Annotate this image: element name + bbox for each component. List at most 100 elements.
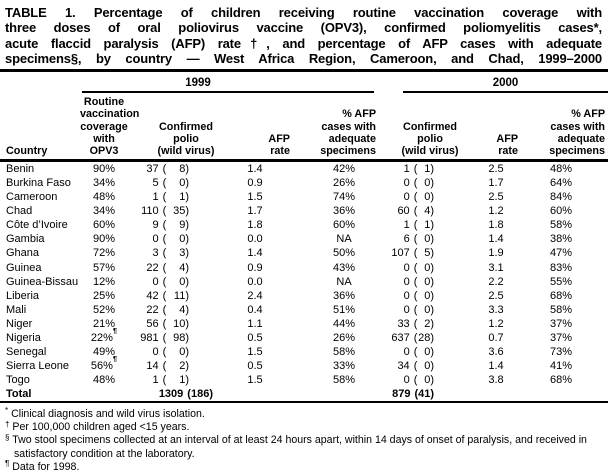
confirmed-polio-1999-cell: 11 — [128, 190, 192, 204]
confirmed-polio-2000-cell: 340 — [376, 359, 458, 373]
footnote-text: Data for 1998. — [12, 460, 80, 473]
afp-rate-1999-cell: 1.4 — [247, 163, 263, 176]
table-row: Niger 21% 5610 1.1 44% 332 1.2 37% — [0, 317, 608, 331]
opv3-coverage-cell — [80, 386, 128, 404]
footnote-ref: ¶ — [112, 326, 118, 336]
country-cell: Liberia — [6, 289, 40, 302]
adequate-specimens-1999-cell — [292, 386, 377, 404]
year-group-1999: 1999 — [80, 74, 376, 94]
adequate-specimens-2000-cell: 58% — [550, 303, 573, 316]
confirmed-polio-2000-cell: 00 — [376, 289, 458, 303]
adequate-specimens-1999-cell: 60% — [333, 219, 356, 232]
country-cell: Burkina Faso — [6, 177, 71, 190]
adequate-specimens-1999-cell: 26% — [333, 331, 356, 344]
confirmed-polio-1999-cell: 98198 — [128, 331, 192, 345]
afp-rate-1999-cell: 0.4 — [247, 303, 263, 316]
confirmed-polio-1999-cell: 11 — [128, 373, 192, 387]
year-row-spacer — [0, 74, 80, 93]
confirmed-polio-2000-cell: 00 — [376, 275, 458, 289]
opv3-coverage-cell: 90% — [92, 163, 116, 176]
opv3-coverage-cell: 90% — [92, 233, 116, 246]
footnote-text: Per 100,000 children aged <15 years. — [12, 421, 190, 434]
opv3-coverage-cell: 21% — [92, 317, 116, 330]
confirmed-polio-2000-cell: 11 — [376, 161, 458, 177]
adequate-specimens-2000-cell: 37% — [550, 317, 573, 330]
adequate-specimens-1999-cell: NA — [336, 275, 352, 288]
adequate-specimens-2000-cell: 47% — [550, 247, 573, 260]
afp-rate-1999-cell: 0.9 — [247, 177, 263, 190]
vaccination-coverage-table: 1999 2000 Country Routine vaccination co… — [0, 74, 608, 404]
adequate-specimens-1999-cell: 26% — [333, 177, 356, 190]
opv3-coverage-cell: 34% — [92, 205, 116, 218]
footnote-text: Clinical diagnosis and wild virus isolat… — [11, 408, 205, 420]
afp-rate-1999-cell: 1.4 — [247, 247, 263, 260]
afp-rate-2000-cell: 1.4 — [488, 359, 504, 372]
adequate-specimens-2000-cell: 84% — [550, 191, 573, 204]
table-row: Ghana 72% 33 1.4 50% 1075 1.9 47% — [0, 246, 608, 260]
adequate-specimens-2000-cell: 58% — [550, 219, 573, 232]
footnote-marker: † — [5, 419, 10, 429]
adequate-specimens-1999-cell: 36% — [333, 205, 356, 218]
country-cell: Togo — [6, 373, 30, 386]
afp-rate-1999-cell: 0.5 — [247, 331, 263, 344]
country-cell: Nigeria — [6, 331, 41, 344]
col-header-afp-rate-1999: AFP rate — [192, 93, 292, 163]
table-row: Togo 48% 11 1.5 58% 00 3.8 68% — [0, 373, 608, 387]
afp-rate-2000-cell: 2.5 — [488, 191, 504, 204]
country-cell: Gambia — [6, 233, 45, 246]
opv3-coverage-cell: 72% — [92, 247, 116, 260]
footnote: † Per 100,000 children aged <15 years. — [5, 419, 600, 434]
afp-rate-2000-cell: 3.3 — [488, 303, 504, 316]
year-group-2000: 2000 — [376, 74, 608, 94]
afp-rate-2000-cell: 1.4 — [488, 233, 504, 246]
adequate-specimens-2000-cell: 37% — [550, 331, 573, 344]
confirmed-polio-1999-cell: 4211 — [128, 289, 192, 303]
country-cell: Sierra Leone — [6, 359, 69, 372]
table-row: Côte d’Ivoire 60% 99 1.8 60% 11 1.8 58% — [0, 218, 608, 232]
table-row: Liberia 25% 4211 2.4 36% 00 2.5 68% — [0, 289, 608, 303]
col-header-adequate-specimens-2000: % AFP cases with adequate specimens — [520, 93, 608, 163]
country-cell: Benin — [6, 163, 35, 176]
confirmed-polio-2000-cell: 1075 — [376, 246, 458, 260]
footnote-text: Two stool specimens collected at an inte… — [12, 434, 587, 460]
adequate-specimens-1999-cell: 50% — [333, 247, 356, 260]
year-label-1999: 1999 — [185, 77, 211, 90]
country-cell: Côte d’Ivoire — [6, 219, 68, 232]
country-cell: Guinea-Bissau — [6, 275, 79, 288]
country-cell: Mali — [6, 303, 27, 316]
table-row: Senegal 49% 00 1.5 58% 00 3.6 73% — [0, 345, 608, 359]
confirmed-polio-1999-cell: 00 — [128, 232, 192, 246]
adequate-specimens-1999-cell: 58% — [333, 345, 356, 358]
table-row: Nigeria 22%¶ 98198 0.5 26% 63728 0.7 37% — [0, 327, 608, 345]
afp-rate-2000-cell: 2.5 — [488, 163, 504, 176]
country-cell: Chad — [6, 205, 33, 218]
col-header-afp-rate-2000: AFP rate — [458, 93, 521, 163]
year-label-2000: 2000 — [492, 77, 519, 90]
year-header-row: 1999 2000 — [0, 74, 608, 94]
confirmed-polio-2000-cell: 604 — [376, 204, 458, 218]
table-row: Sierra Leone 56%¶ 142 0.5 33% 340 1.4 41% — [0, 354, 608, 373]
total-row: Total 1309186 87941 — [0, 386, 608, 404]
table-row: Burkina Faso 34% 50 0.9 26% 00 1.7 64% — [0, 176, 608, 190]
confirmed-polio-1999-cell: 224 — [128, 261, 192, 275]
col-header-opv3-coverage: Routine vaccination coverage with OPV3 — [80, 93, 139, 163]
adequate-specimens-1999-cell: 43% — [333, 261, 356, 274]
country-cell: Guinea — [6, 261, 42, 274]
opv3-coverage-cell: 56%¶ — [90, 354, 118, 372]
adequate-specimens-2000-cell: 38% — [550, 233, 573, 246]
footnote-marker: ¶ — [5, 459, 10, 469]
confirmed-polio-1999-cell: 33 — [128, 246, 192, 260]
adequate-specimens-1999-cell: 58% — [333, 373, 356, 386]
confirmed-polio-1999-cell: 00 — [128, 345, 192, 359]
footnote-marker: § — [5, 432, 10, 442]
opv3-coverage-cell: 49% — [92, 345, 116, 358]
confirmed-polio-2000-cell: 00 — [376, 261, 458, 275]
adequate-specimens-2000-cell: 83% — [550, 261, 573, 274]
afp-rate-1999-cell: 0.9 — [247, 261, 263, 274]
country-cell: Total — [0, 386, 80, 404]
confirmed-polio-1999-cell: 99 — [128, 218, 192, 232]
footnotes: * Clinical diagnosis and wild virus isol… — [0, 403, 608, 473]
afp-rate-1999-cell: 0.5 — [247, 359, 263, 372]
confirmed-polio-2000-cell: 00 — [376, 373, 458, 387]
